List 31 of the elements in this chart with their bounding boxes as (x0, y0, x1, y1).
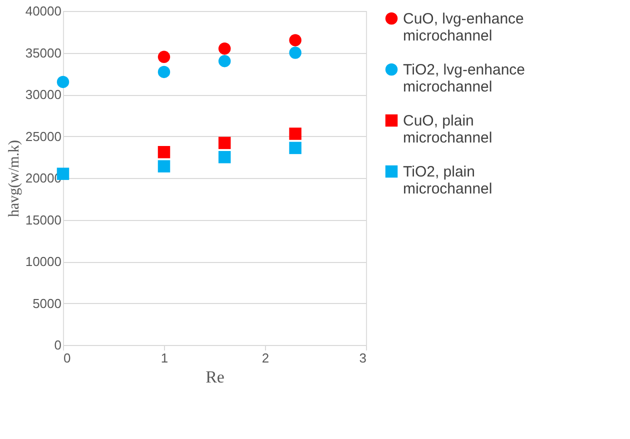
y-tick-label: 25000 (25, 128, 62, 144)
x-tick-label: 1 (160, 350, 168, 366)
x-tick-label: 3 (359, 350, 366, 366)
y-tick-label: 10000 (25, 254, 62, 269)
x-tick-label: 2 (262, 350, 270, 366)
legend-label: TiO2, plain microchannel (403, 164, 492, 198)
y-tick-label: 15000 (25, 212, 62, 228)
point (218, 136, 231, 150)
point (289, 46, 302, 59)
legend-label: TiO2, lvg-enhance microchannel (403, 62, 526, 96)
point (158, 50, 170, 64)
point (289, 142, 302, 154)
point (158, 66, 170, 78)
point (158, 146, 170, 158)
y-axis-title: havg(w/m.k) (6, 140, 22, 218)
point (289, 34, 302, 46)
point (218, 42, 231, 55)
y-tick-label: 5000 (32, 296, 62, 311)
x-axis-title: Re (206, 368, 224, 386)
point (158, 160, 170, 172)
x-tick-label: 0 (64, 350, 71, 366)
point (56, 76, 70, 88)
y-tick-label: 0 (54, 338, 62, 352)
point (289, 128, 302, 140)
legend-label: CuO, lvg-enhance microchannel (403, 10, 524, 44)
y-tick-label: 35000 (25, 45, 62, 60)
y-tick-label: 40000 (25, 4, 62, 18)
point (218, 151, 231, 164)
legend-label: CuO, plain microchannel (403, 112, 492, 146)
y-tick-label: 30000 (25, 87, 62, 102)
point (218, 54, 231, 68)
